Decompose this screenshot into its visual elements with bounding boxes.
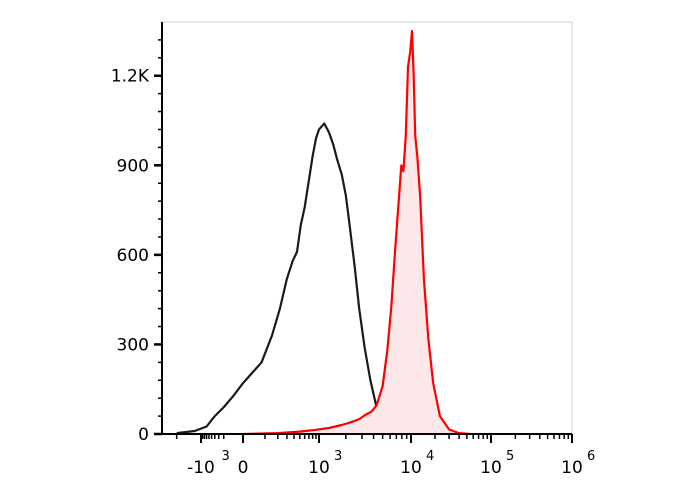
y-tick-label: 1.2K [111, 67, 150, 87]
series-1-line [242, 29, 471, 436]
y-axis: 0 300 600 900 1.2K [111, 39, 162, 445]
x-tick-exponent: 4 [426, 449, 434, 464]
y-tick-label: 0 [138, 425, 149, 445]
y-tick-label: 600 [117, 246, 149, 266]
x-tick-label: 10 [480, 458, 502, 478]
x-tick-exponent: 5 [506, 449, 514, 464]
x-tick-label: 10 [561, 458, 583, 478]
series-1-area [243, 31, 471, 434]
series-layer [176, 29, 471, 436]
plot-frame [161, 21, 573, 435]
y-tick-label: 900 [117, 156, 149, 176]
x-tick-label: 0 [238, 458, 249, 478]
x-tick-label: 10 [308, 458, 330, 478]
x-tick-label: -10 [187, 458, 215, 478]
y-tick-label: 300 [117, 335, 149, 355]
x-tick-exponent: 6 [587, 449, 595, 464]
series-0-line [176, 122, 415, 435]
x-tick-exponent: 3 [222, 449, 230, 464]
x-tick-label: 10 [400, 458, 422, 478]
x-tick-exponent: 3 [334, 449, 342, 464]
